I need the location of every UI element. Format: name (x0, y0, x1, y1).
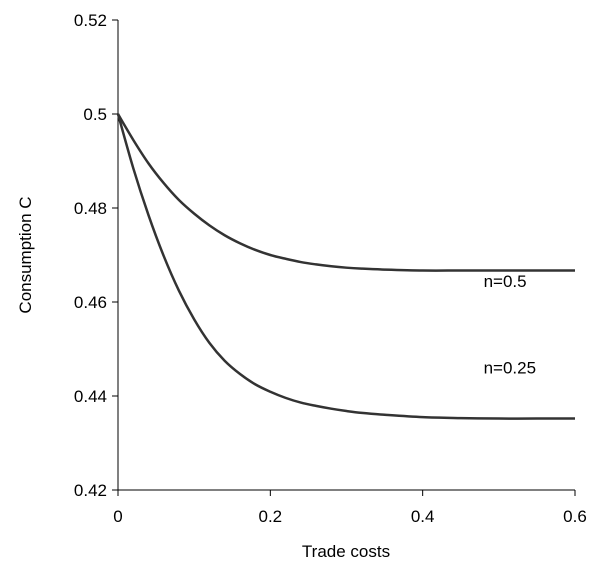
y-tick-label: 0.42 (74, 481, 107, 500)
y-tick-label: 0.48 (74, 199, 107, 218)
y-tick-label: 0.5 (83, 105, 107, 124)
y-tick-label: 0.52 (74, 11, 107, 30)
annotation-layer: n=0.5 n=0.25 (484, 272, 536, 377)
series-line-n-0-25 (116, 113, 575, 420)
x-tick-label: 0 (113, 507, 122, 526)
series-label: n=0.25 (484, 358, 536, 377)
series-label: n=0.5 (484, 272, 527, 291)
series-layer (116, 113, 575, 420)
x-tick-label: 0.2 (259, 507, 283, 526)
y-tick-label: 0.44 (74, 387, 107, 406)
x-tick-label: 0.4 (411, 507, 435, 526)
series-line-n-0-5 (116, 113, 575, 272)
y-ticks: 0.42 0.44 0.46 0.48 0.5 0.52 (74, 11, 118, 500)
y-axis-label: Consumption C (16, 196, 35, 313)
y-tick-label: 0.46 (74, 293, 107, 312)
axes (117, 20, 575, 491)
x-tick-label: 0.6 (563, 507, 587, 526)
x-ticks: 0 0.2 0.4 0.6 (113, 490, 587, 526)
x-axis-label: Trade costs (302, 542, 390, 561)
